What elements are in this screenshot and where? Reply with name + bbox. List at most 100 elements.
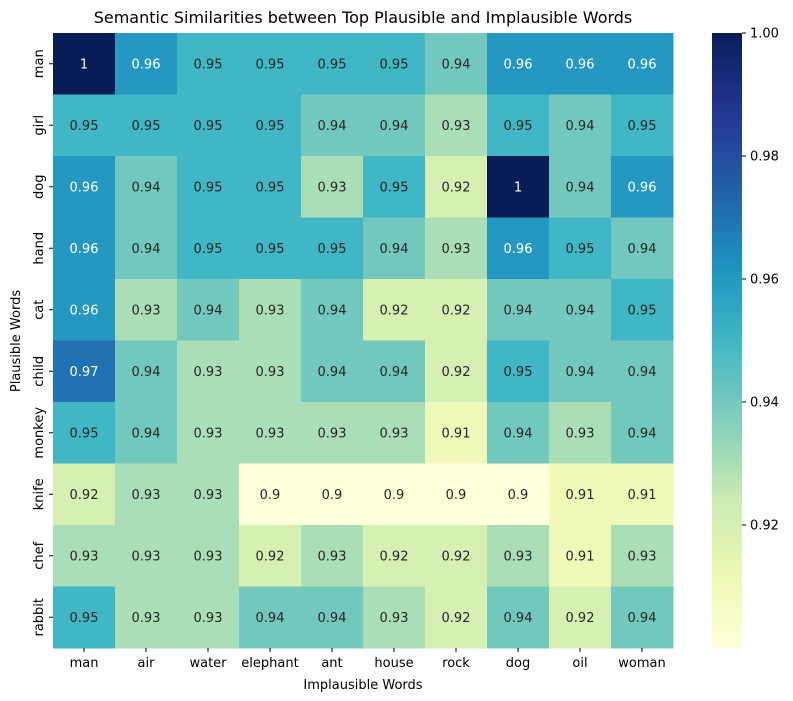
heatmap-cell <box>115 156 178 218</box>
cell-value-label: 0.91 <box>442 426 471 441</box>
heatmap-cell <box>53 279 116 341</box>
y-tick-label: hand <box>32 232 47 265</box>
cell-value-label: 0.94 <box>380 119 409 134</box>
cell-value-label: 0.95 <box>194 242 223 257</box>
heatmap-cell <box>549 33 612 95</box>
cell-value-label: 0.94 <box>566 180 595 195</box>
heatmap-cell <box>239 94 302 157</box>
cell-value-label: 0.95 <box>504 119 533 134</box>
cell-value-label: 0.95 <box>504 365 533 380</box>
cell-value-label: 0.92 <box>442 611 471 626</box>
heatmap-cell <box>301 402 364 464</box>
heatmap-cell <box>53 463 116 526</box>
heatmap-cell <box>53 217 116 280</box>
heatmap-cell <box>301 525 364 587</box>
heatmap-cell <box>239 217 302 280</box>
cell-value-label: 0.92 <box>442 365 471 380</box>
cell-value-label: 0.95 <box>628 119 657 134</box>
cell-value-label: 0.9 <box>384 488 405 503</box>
heatmap-cell <box>239 463 302 526</box>
colorbar-ticks: 0.92 0.94 0.96 0.98 1.00 <box>742 27 779 534</box>
cell-value-label: 0.93 <box>132 303 161 318</box>
cell-value-label: 0.95 <box>70 611 99 626</box>
heatmap-cell <box>53 340 116 403</box>
heatmap-cell <box>425 340 488 403</box>
heatmap-cell <box>611 525 674 587</box>
heatmap-cell <box>487 217 550 280</box>
heatmap-cell <box>363 586 426 649</box>
cell-value-label: 0.95 <box>256 57 285 72</box>
heatmap-cell <box>301 279 364 341</box>
cell-value-label: 0.93 <box>318 180 347 195</box>
heatmap-cell <box>487 94 550 157</box>
heatmap-cell <box>239 33 302 95</box>
cell-value-label: 0.96 <box>70 303 99 318</box>
y-tick-label: rabbit <box>32 598 47 637</box>
cell-value-label: 0.95 <box>256 119 285 134</box>
heatmap-cell <box>239 402 302 464</box>
heatmap-cell <box>115 217 178 280</box>
cell-value-label: 0.96 <box>504 242 533 257</box>
cell-value-label: 0.9 <box>446 488 467 503</box>
cell-value-label: 0.94 <box>132 242 161 257</box>
heatmap-cell <box>549 217 612 280</box>
cell-value-label: 0.92 <box>442 180 471 195</box>
x-tick-label: air <box>138 656 156 671</box>
cell-value-label: 0.95 <box>256 180 285 195</box>
colorbar-tick-label: 1.00 <box>750 27 779 42</box>
cell-value-label: 0.93 <box>380 426 409 441</box>
cell-value-label: 0.94 <box>194 303 223 318</box>
heatmap-cell <box>363 217 426 280</box>
cell-value-label: 0.9 <box>322 488 343 503</box>
cell-value-label: 0.92 <box>442 303 471 318</box>
cell-value-label: 0.96 <box>628 180 657 195</box>
cell-value-label: 0.95 <box>70 426 99 441</box>
x-axis-label: Implausible Words <box>303 678 422 693</box>
y-tick-labels: man girl dog hand cat child monkey knife chef rab… <box>32 49 53 637</box>
cell-value-label: 0.91 <box>566 549 595 564</box>
cell-value-label: 0.96 <box>132 57 161 72</box>
cell-value-label: 0.94 <box>132 180 161 195</box>
cell-value-label: 0.93 <box>194 365 223 380</box>
cell-value-label: 0.96 <box>566 57 595 72</box>
x-tick-label: ant <box>321 656 342 671</box>
heatmap-cell <box>363 463 426 526</box>
heatmap-cell <box>487 525 550 587</box>
cell-value-label: 0.93 <box>318 549 347 564</box>
heatmap-cell <box>425 463 488 526</box>
cell-value-label: 0.95 <box>628 303 657 318</box>
heatmap-cell <box>301 94 364 157</box>
cell-value-label: 0.92 <box>70 488 99 503</box>
heatmap-cell <box>177 279 240 341</box>
heatmap-cell <box>177 525 240 587</box>
y-tick-label: child <box>32 356 47 387</box>
heatmap-cell <box>53 94 116 157</box>
cell-value-label: 0.94 <box>566 119 595 134</box>
heatmap-cell <box>239 279 302 341</box>
cell-value-label: 0.94 <box>628 242 657 257</box>
heatmap-cell <box>115 340 178 403</box>
cell-value-label: 0.96 <box>628 57 657 72</box>
cell-value-label: 0.95 <box>256 242 285 257</box>
cell-value-label: 0.94 <box>566 365 595 380</box>
heatmap-cell <box>425 217 488 280</box>
heatmap-cell <box>611 33 674 95</box>
heatmap-cell <box>611 340 674 403</box>
heatmap-cell <box>239 525 302 587</box>
cell-value-label: 0.94 <box>318 119 347 134</box>
heatmap-cell <box>363 402 426 464</box>
cell-value-label: 0.96 <box>504 57 533 72</box>
cell-value-label: 0.93 <box>194 611 223 626</box>
heatmap-cell <box>487 33 550 95</box>
heatmap-cell <box>487 340 550 403</box>
heatmap-cell <box>363 156 426 218</box>
cell-value-label: 0.9 <box>260 488 281 503</box>
y-tick-label: monkey <box>32 407 47 459</box>
heatmap-cell <box>549 463 612 526</box>
colorbar-tick-label: 0.94 <box>750 396 779 411</box>
cell-value-label: 0.93 <box>132 488 161 503</box>
heatmap-cell <box>611 279 674 341</box>
y-tick-label: chef <box>32 541 47 569</box>
heatmap-cell <box>301 217 364 280</box>
x-tick-labels: man air water elephant ant house rock dog oil wom… <box>70 648 666 671</box>
